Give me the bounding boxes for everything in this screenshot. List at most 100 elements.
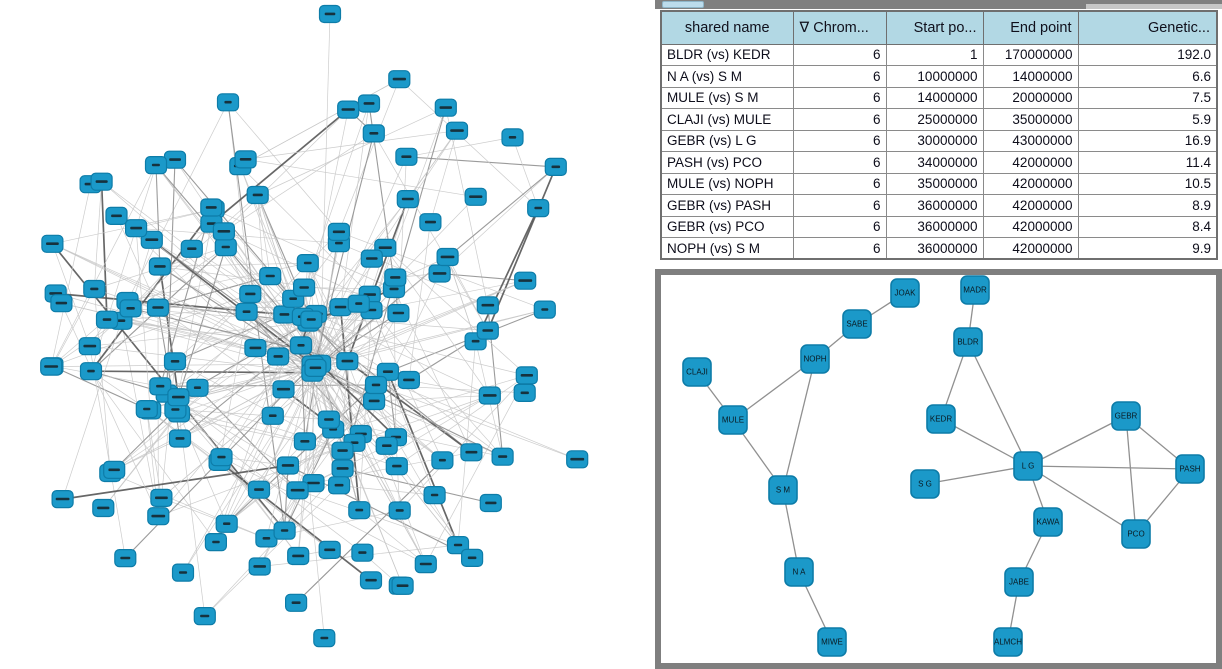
edge-table-row[interactable]: BLDR (vs) KEDR 6 1 170000000 192.0 <box>660 43 1218 66</box>
network-node[interactable] <box>501 128 524 147</box>
network-node[interactable] <box>119 299 142 318</box>
network-edge[interactable] <box>1125 415 1137 535</box>
network-edge[interactable] <box>1027 465 1191 470</box>
network-node[interactable] <box>300 310 323 329</box>
network-node[interactable] <box>135 400 158 419</box>
network-node[interactable] <box>375 436 398 455</box>
network-node[interactable] <box>478 386 501 405</box>
network-node[interactable] <box>431 451 454 470</box>
network-node[interactable] <box>351 543 374 562</box>
network-node[interactable] <box>212 222 235 241</box>
edge-table-row[interactable]: NOPH (vs) S M 6 36000000 42000000 9.9 <box>660 237 1218 260</box>
edge-table-row[interactable]: GEBR (vs) L G 6 30000000 43000000 16.9 <box>660 129 1218 152</box>
network-node[interactable] <box>215 514 238 533</box>
network-node[interactable]: SABE <box>842 309 872 339</box>
column-header-start_point[interactable]: Start po... <box>885 10 984 45</box>
network-node[interactable] <box>387 304 410 323</box>
network-node[interactable] <box>186 378 209 397</box>
network-node[interactable] <box>216 93 240 112</box>
network-node[interactable] <box>419 213 442 232</box>
network-node[interactable] <box>272 380 295 399</box>
network-node[interactable] <box>513 383 536 402</box>
network-node[interactable] <box>204 532 227 552</box>
edge-table-row[interactable]: GEBR (vs) PASH 6 36000000 42000000 8.9 <box>660 194 1218 217</box>
network-node[interactable] <box>149 377 172 396</box>
edge-table-row[interactable]: N A (vs) S M 6 10000000 14000000 6.6 <box>660 65 1218 88</box>
network-node[interactable] <box>78 337 101 356</box>
network-node[interactable] <box>273 305 296 324</box>
network-node[interactable] <box>289 336 313 355</box>
network-node[interactable] <box>200 198 223 217</box>
network-node[interactable] <box>103 460 126 479</box>
network-node[interactable] <box>259 267 282 286</box>
network-node[interactable] <box>317 410 340 429</box>
network-node[interactable] <box>476 321 499 340</box>
network-node[interactable] <box>479 493 502 513</box>
network-node[interactable] <box>385 457 408 476</box>
scrollbar-thumb-right[interactable] <box>1086 4 1222 9</box>
network-edge[interactable] <box>967 341 1029 467</box>
network-node[interactable] <box>234 150 257 169</box>
scrollbar-thumb-left[interactable] <box>662 1 704 8</box>
network-node[interactable] <box>210 448 233 467</box>
network-node[interactable] <box>171 563 195 582</box>
network-node[interactable] <box>146 298 170 317</box>
network-node[interactable] <box>247 480 271 499</box>
network-node[interactable] <box>180 239 203 258</box>
network-node[interactable]: PASH <box>1175 454 1205 484</box>
network-edge[interactable] <box>1027 415 1127 467</box>
network-node[interactable] <box>388 70 411 89</box>
network-node[interactable] <box>163 352 187 371</box>
edge-table-row[interactable]: MULE (vs) NOPH 6 35000000 42000000 10.5 <box>660 172 1218 195</box>
column-header-chromosome[interactable]: ∇ Chrom... <box>792 10 887 45</box>
network-node[interactable] <box>273 521 296 540</box>
network-node[interactable] <box>445 121 469 140</box>
network-node[interactable]: S M <box>768 475 798 505</box>
network-edge[interactable] <box>1027 465 1137 535</box>
network-node[interactable]: L G <box>1013 451 1043 481</box>
network-node[interactable] <box>248 557 271 576</box>
network-node[interactable] <box>388 501 411 520</box>
network-node[interactable] <box>491 447 514 466</box>
network-node[interactable] <box>331 441 354 460</box>
network-node[interactable] <box>476 296 499 315</box>
network-node[interactable] <box>144 156 168 175</box>
network-node[interactable] <box>423 486 446 505</box>
network-node[interactable] <box>397 370 420 390</box>
network-node[interactable]: NOPH <box>800 344 830 374</box>
column-header-shared_name[interactable]: shared name <box>660 10 794 45</box>
network-node[interactable] <box>168 429 192 448</box>
network-node[interactable] <box>414 554 437 574</box>
network-node[interactable] <box>533 300 556 319</box>
network-node[interactable] <box>276 456 300 475</box>
network-node[interactable] <box>124 219 148 238</box>
network-node[interactable] <box>395 147 418 166</box>
network-node[interactable] <box>436 247 459 267</box>
detail-network-svg[interactable]: JOAK MADR SABE NOPH CLAJI BLDR MULE KEDR GEBR L G… <box>655 269 1222 669</box>
network-node[interactable]: MADR <box>960 275 990 305</box>
network-node[interactable]: PCO <box>1121 519 1151 549</box>
network-node[interactable] <box>83 279 106 299</box>
network-node[interactable] <box>244 338 267 358</box>
column-header-end_point[interactable]: End point <box>982 10 1079 45</box>
network-node[interactable] <box>527 199 550 218</box>
network-node[interactable] <box>287 546 310 566</box>
network-node[interactable] <box>267 347 290 366</box>
network-node[interactable] <box>515 366 538 385</box>
network-node[interactable] <box>148 257 171 276</box>
network-node[interactable] <box>446 535 470 555</box>
network-node[interactable] <box>348 501 371 520</box>
network-node[interactable] <box>214 238 237 257</box>
network-node[interactable] <box>461 548 484 568</box>
network-node[interactable] <box>79 362 103 381</box>
network-node[interactable] <box>544 157 567 176</box>
network-node[interactable] <box>396 190 419 209</box>
network-node[interactable] <box>364 375 388 395</box>
network-node[interactable]: JOAK <box>890 278 920 308</box>
network-node[interactable] <box>347 294 370 313</box>
network-node[interactable] <box>51 490 74 509</box>
network-node[interactable] <box>140 230 163 249</box>
edge-table-row[interactable]: GEBR (vs) PCO 6 36000000 42000000 8.4 <box>660 215 1218 238</box>
network-node[interactable] <box>239 284 262 304</box>
network-node[interactable] <box>327 222 350 241</box>
